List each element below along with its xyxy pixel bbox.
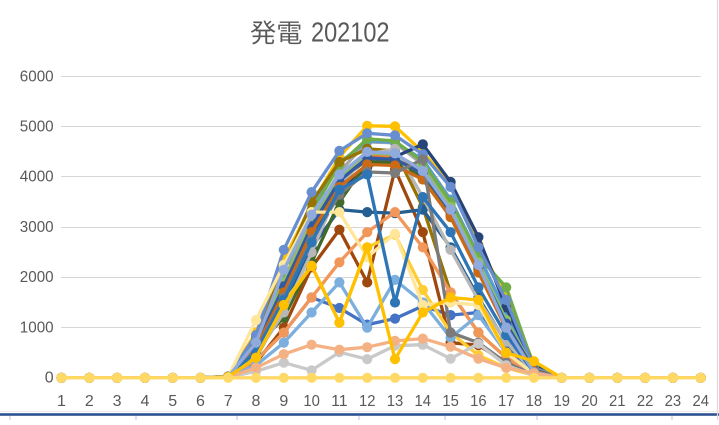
- svg-text:5: 5: [168, 393, 177, 410]
- svg-text:15: 15: [442, 393, 459, 410]
- svg-text:10: 10: [303, 393, 320, 410]
- svg-text:14: 14: [415, 393, 432, 410]
- svg-text:16: 16: [470, 393, 487, 410]
- svg-text:24: 24: [692, 393, 709, 410]
- svg-text:3: 3: [113, 393, 122, 410]
- svg-text:17: 17: [498, 393, 515, 410]
- svg-text:8: 8: [252, 393, 261, 410]
- svg-text:12: 12: [359, 393, 376, 410]
- svg-text:18: 18: [526, 393, 543, 410]
- svg-text:0: 0: [45, 370, 54, 387]
- svg-text:21: 21: [609, 393, 626, 410]
- svg-text:5000: 5000: [20, 119, 54, 136]
- svg-text:2: 2: [85, 393, 94, 410]
- svg-text:20: 20: [581, 393, 598, 410]
- svg-text:1: 1: [57, 393, 66, 410]
- svg-text:1000: 1000: [20, 319, 54, 336]
- svg-text:3000: 3000: [20, 219, 54, 236]
- svg-text:11: 11: [331, 393, 348, 410]
- svg-text:7: 7: [224, 393, 233, 410]
- svg-text:6: 6: [196, 393, 205, 410]
- svg-text:4: 4: [140, 393, 149, 410]
- svg-text:9: 9: [279, 393, 288, 410]
- svg-text:2000: 2000: [20, 269, 54, 286]
- svg-text:4000: 4000: [20, 169, 54, 186]
- svg-text:202102: 202102: [311, 17, 390, 48]
- svg-text:19: 19: [553, 393, 570, 410]
- svg-text:23: 23: [665, 393, 682, 410]
- svg-text:6000: 6000: [20, 68, 54, 85]
- svg-text:13: 13: [387, 393, 404, 410]
- svg-text:22: 22: [637, 393, 654, 410]
